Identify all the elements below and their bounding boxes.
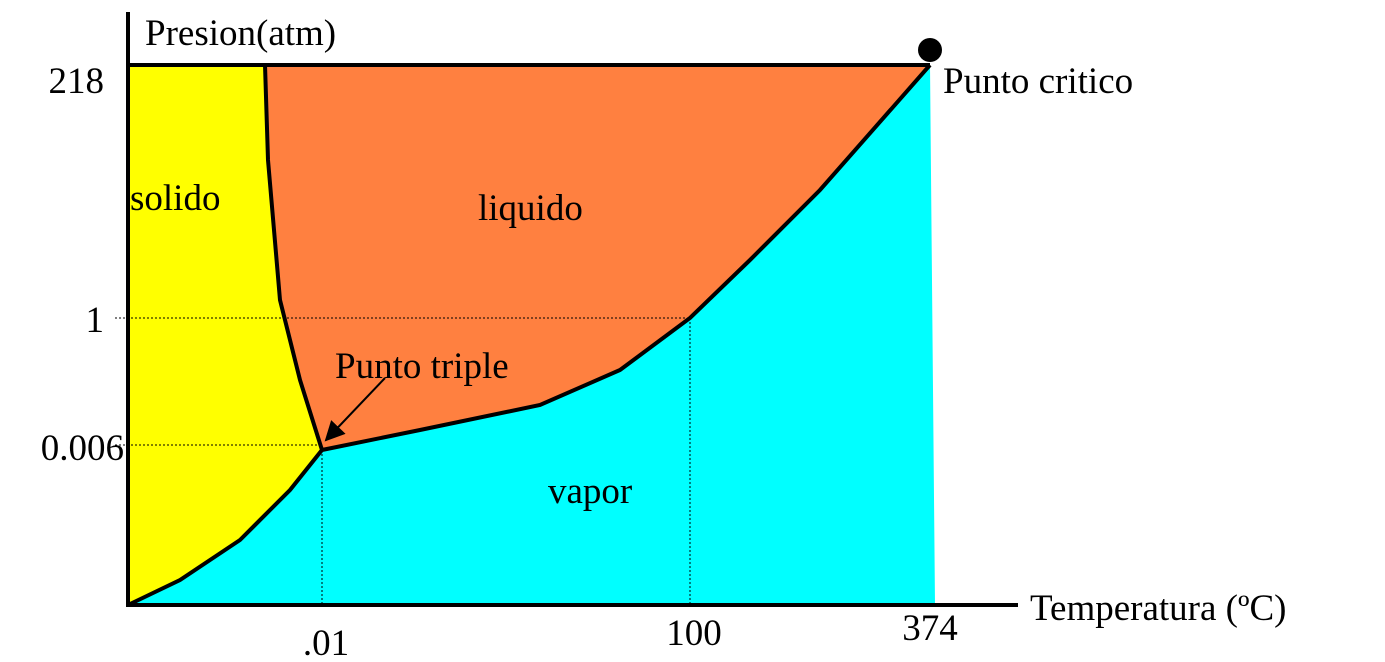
y-tick-label: 1 [86, 300, 105, 341]
y-axis-label: Presion(atm) [145, 13, 336, 54]
x-axis-label: Temperatura (ºC) [1030, 588, 1286, 629]
phase-diagram: Presion(atm) Temperatura (ºC) 218 1 0.00… [0, 0, 1385, 662]
x-tick-label: .01 [303, 623, 349, 662]
x-tick-label: 100 [666, 613, 722, 654]
region-label: solido [130, 178, 220, 219]
triple-point-label: Punto triple [335, 346, 509, 387]
y-tick-label: 218 [49, 61, 105, 102]
x-tick-label: 374 [902, 608, 958, 649]
region-label: liquido [478, 188, 583, 229]
region-label: vapor [548, 471, 632, 512]
critical-point [918, 38, 942, 62]
critical-point-label: Punto critico [943, 61, 1133, 102]
y-tick-label: 0.006 [41, 428, 124, 469]
